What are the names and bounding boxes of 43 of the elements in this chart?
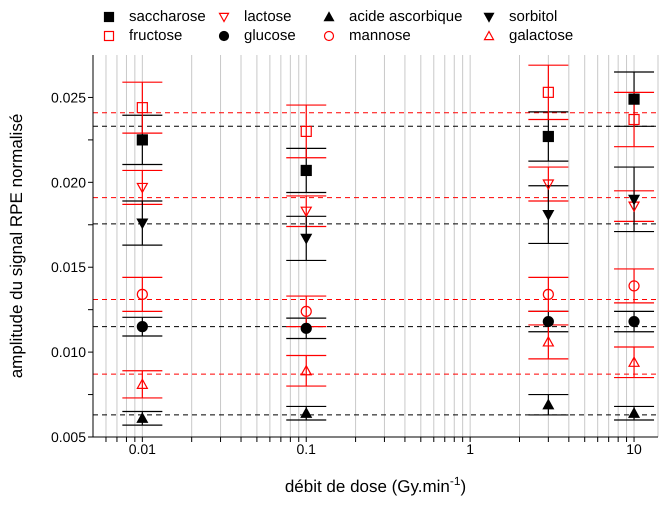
point bbox=[628, 202, 640, 212]
point bbox=[300, 365, 312, 376]
point bbox=[136, 378, 148, 389]
point bbox=[628, 194, 640, 205]
legend-label: galactose bbox=[509, 27, 574, 44]
y-tick-label: 0.020 bbox=[50, 174, 86, 190]
y-tick-label: 0.015 bbox=[50, 259, 86, 276]
y-tick-label: 0.005 bbox=[50, 428, 86, 445]
point bbox=[136, 412, 148, 423]
x-tick-label: 0.01 bbox=[128, 440, 156, 457]
point bbox=[628, 316, 640, 328]
x-tick-label: 1 bbox=[466, 440, 474, 457]
point bbox=[136, 218, 148, 229]
legend-label: glucose bbox=[244, 27, 296, 44]
point bbox=[300, 164, 312, 176]
x-tick-label: 0.1 bbox=[296, 440, 316, 457]
legend-label: mannose bbox=[349, 27, 411, 44]
legend-label: fructose bbox=[129, 27, 182, 44]
point bbox=[628, 280, 640, 292]
point bbox=[136, 288, 148, 300]
point bbox=[628, 114, 640, 126]
y-tick-label: 0.010 bbox=[50, 344, 86, 360]
legend-label: lactose bbox=[244, 8, 292, 25]
legend-label: acide ascorbique bbox=[349, 8, 462, 25]
point bbox=[628, 356, 640, 367]
point bbox=[628, 94, 640, 105]
point bbox=[300, 126, 312, 137]
y-tick-label: 0.025 bbox=[50, 89, 86, 106]
point bbox=[628, 408, 640, 418]
point bbox=[300, 322, 312, 334]
x-tick-label: 10 bbox=[626, 440, 642, 457]
point bbox=[136, 134, 148, 146]
point bbox=[136, 102, 148, 114]
point bbox=[136, 182, 148, 194]
y-axis-title: amplitude du signal RPE normalisé bbox=[7, 114, 26, 378]
point bbox=[300, 306, 312, 317]
legend-label: sorbitol bbox=[509, 8, 558, 25]
legend-label: saccharose bbox=[129, 8, 206, 25]
point bbox=[300, 206, 312, 217]
point bbox=[300, 408, 312, 418]
point bbox=[136, 321, 148, 332]
x-axis-title: débit de dose (Gy.min$^{-1}$) bbox=[284, 474, 466, 496]
point bbox=[300, 234, 312, 244]
